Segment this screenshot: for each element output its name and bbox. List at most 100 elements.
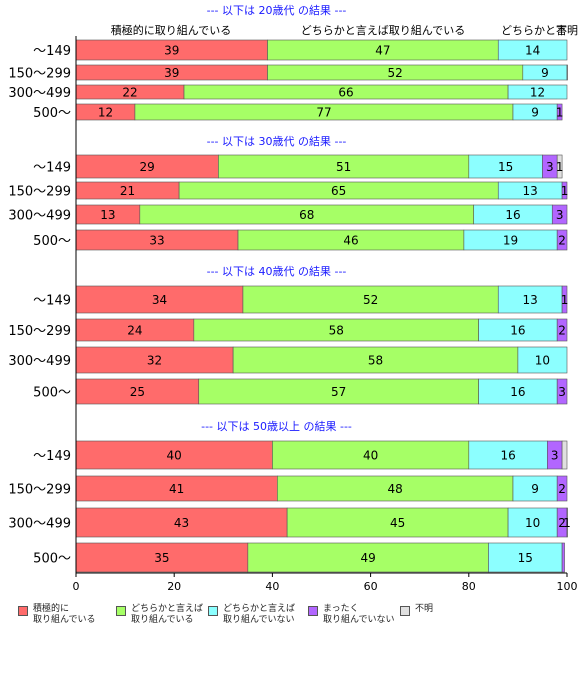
data-label: 49 <box>361 551 376 565</box>
category-label: 300～499 <box>8 517 71 532</box>
data-label: 15 <box>518 551 533 565</box>
data-label: 1 <box>563 516 571 530</box>
bar-segment <box>517 346 568 374</box>
data-label: 65 <box>331 184 346 198</box>
legend-label: まったく 取り組んでいない <box>323 604 395 625</box>
data-label: 58 <box>368 354 383 368</box>
chart-legend: 積極的に 取り組んでいる どちらかと言えば 取り組んでいる どちらかと言えば 取り組… <box>18 600 578 640</box>
legend-label: どちらかと言えば 取り組んでいる <box>131 604 204 625</box>
data-label: 3 <box>556 208 564 222</box>
data-label: 19 <box>503 234 518 248</box>
bar-segment <box>507 84 568 100</box>
data-label: 12 <box>98 106 113 120</box>
data-label: 68 <box>299 208 314 222</box>
data-label: 25 <box>130 385 145 399</box>
header-label: どちらかと言えば取り組んでいる <box>301 24 465 37</box>
data-label: 46 <box>343 234 358 248</box>
x-tick-label: 80 <box>462 580 476 593</box>
bar-segment <box>512 475 558 502</box>
data-label: 57 <box>331 385 346 399</box>
category-label: ～149 <box>33 449 71 464</box>
bar-segment <box>242 285 499 314</box>
data-label: 52 <box>363 293 378 307</box>
legend-item: どちらかと言えば 取り組んでいる <box>116 604 203 626</box>
data-label: 21 <box>120 184 135 198</box>
data-label: 40 <box>363 449 378 463</box>
data-label: 13 <box>523 293 538 307</box>
data-label: 2 <box>558 516 566 530</box>
data-label: 35 <box>154 551 169 565</box>
data-label: 9 <box>541 66 549 80</box>
bar-segment <box>75 440 273 470</box>
data-label: 13 <box>100 208 115 222</box>
header-label: 不明 <box>556 24 578 37</box>
data-label: 15 <box>498 160 513 174</box>
data-label: 9 <box>531 106 539 120</box>
data-label: 3 <box>546 160 554 174</box>
bar-segment <box>556 154 563 179</box>
x-tick-label: 20 <box>167 580 181 593</box>
bar-segment <box>247 542 489 573</box>
data-label: 48 <box>388 482 403 496</box>
category-label: 500～ <box>33 386 71 401</box>
data-label: 12 <box>530 86 545 100</box>
category-label: 500～ <box>33 234 71 249</box>
data-label: 1 <box>561 184 569 198</box>
legend-item: まったく 取り組んでいない <box>308 604 395 626</box>
data-label: 58 <box>329 324 344 338</box>
bar-segment <box>75 285 244 314</box>
category-label: 500～ <box>33 106 71 121</box>
data-label: 66 <box>338 86 353 100</box>
data-label: 10 <box>535 354 550 368</box>
category-label: 150～299 <box>8 185 71 200</box>
legend-item: 不明 <box>400 604 433 616</box>
data-label: 34 <box>152 293 167 307</box>
data-label: 10 <box>525 516 540 530</box>
legend-swatch <box>116 606 126 616</box>
bar-segment <box>556 103 563 121</box>
x-tick-label: 100 <box>557 580 578 593</box>
legend-label: どちらかと言えば 取り組んでいない <box>223 604 296 625</box>
bar-segment <box>75 346 234 374</box>
category-label: 300～499 <box>8 354 71 369</box>
data-label: 32 <box>147 354 162 368</box>
legend-swatch <box>18 606 28 616</box>
legend-item: 積極的に 取り組んでいる <box>18 604 96 626</box>
bar-segment <box>556 318 568 342</box>
bar-segment <box>556 378 568 405</box>
bar-segment <box>561 285 568 314</box>
data-label: 43 <box>174 516 189 530</box>
bar-segment <box>561 181 568 200</box>
bar-segment <box>75 378 200 405</box>
data-label: 16 <box>510 385 525 399</box>
data-label: 77 <box>316 106 331 120</box>
legend-label: 積極的に 取り組んでいる <box>33 604 96 625</box>
category-label: ～149 <box>33 294 71 309</box>
data-label: 52 <box>388 66 403 80</box>
legend-swatch <box>308 606 318 616</box>
data-label: 16 <box>505 208 520 222</box>
data-label: 13 <box>523 184 538 198</box>
data-label: 45 <box>390 516 405 530</box>
data-label: 2 <box>558 324 566 338</box>
panel-title: --- 以下は 50歳以上 の結果 --- <box>201 419 352 433</box>
category-label: 500～ <box>33 552 71 567</box>
legend-swatch <box>208 606 218 616</box>
data-label: 39 <box>164 66 179 80</box>
category-label: ～149 <box>33 161 71 176</box>
data-label: 29 <box>140 160 155 174</box>
header-label: どちらかと言 <box>501 24 567 37</box>
x-tick-label: 40 <box>265 580 279 593</box>
bar-segment <box>497 39 568 61</box>
data-label: 1 <box>561 293 569 307</box>
legend-label: 不明 <box>415 604 434 614</box>
data-label: 47 <box>375 44 390 58</box>
bar-segment <box>551 204 568 225</box>
category-label: ～149 <box>33 44 71 59</box>
bar-segment <box>556 229 568 251</box>
bar-segment <box>561 542 565 573</box>
data-label: 51 <box>336 160 351 174</box>
data-label: 39 <box>164 44 179 58</box>
data-label: 3 <box>551 449 559 463</box>
